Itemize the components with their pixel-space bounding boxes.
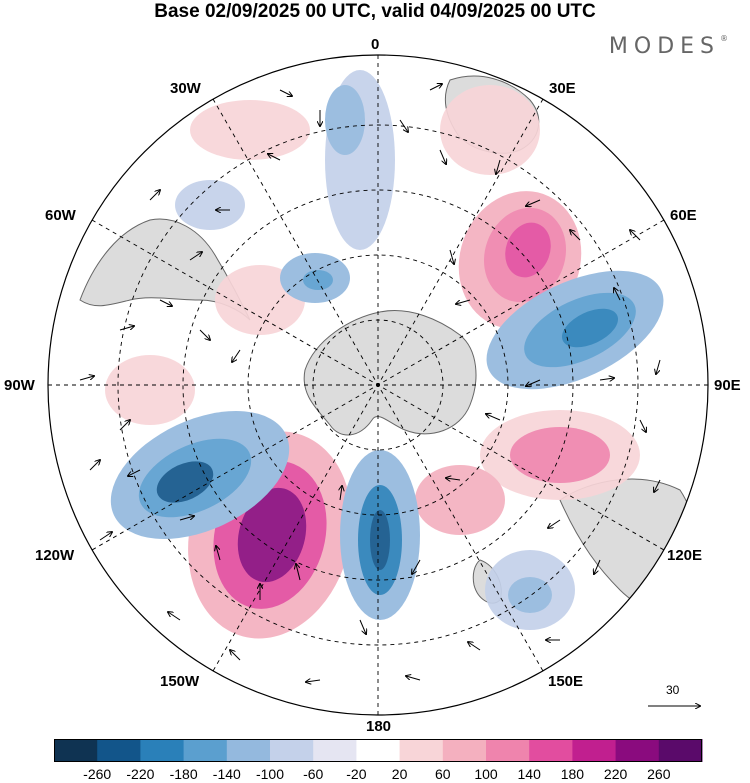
colorbar-tick-label: -20 [346, 766, 367, 782]
modes-logo: MODES® [609, 34, 728, 59]
map-boundary [47, 54, 709, 716]
lon-label-90w: 90W [4, 377, 35, 394]
colorbar-swatch [183, 739, 228, 762]
lon-label-90e: 90E [714, 377, 741, 394]
lon-label-30w: 30W [170, 80, 201, 97]
colorbar-tick-label: 260 [647, 766, 671, 782]
colorbar-tick-label: 140 [517, 766, 541, 782]
colorbar-swatch [658, 739, 703, 762]
colorbar-swatch [486, 739, 530, 762]
lon-label-60e: 60E [670, 207, 697, 224]
colorbar-swatch [399, 739, 444, 762]
lon-label-180: 180 [366, 718, 392, 735]
map-title: Base 02/09/2025 00 UTC, valid 04/09/2025… [154, 1, 596, 22]
colorbar-tick-label: 220 [603, 766, 628, 782]
colorbar-tick-label: -260 [83, 766, 112, 782]
lon-label-120w: 120W [35, 547, 75, 564]
colorbar-swatch [615, 739, 660, 762]
colorbar-swatch [356, 739, 401, 762]
colorbar-tick-label: 60 [435, 766, 451, 782]
colorbar-swatch [529, 739, 573, 762]
lon-label-120e: 120E [667, 547, 703, 564]
colorbar [54, 739, 703, 762]
colorbar-swatch [54, 739, 98, 762]
colorbar-swatch [270, 739, 314, 762]
south-pole-marker [376, 383, 380, 387]
colorbar-tick-label: -180 [169, 766, 198, 782]
colorbar-swatch [313, 739, 357, 762]
colorbar-tick-label: -140 [212, 766, 241, 782]
colorbar-swatch [572, 739, 617, 762]
colorbar-swatch [97, 739, 141, 762]
colorbar-swatch [140, 739, 185, 762]
wind-vectors [79, 84, 661, 682]
brand-name: MODES [608, 34, 720, 59]
antarctica-landmass [303, 310, 477, 436]
colorbar-tick-label: 180 [560, 766, 585, 782]
colorbar-tick-label: -220 [126, 766, 155, 782]
colorbar-tick-label: -100 [255, 766, 285, 782]
lon-label-150w: 150W [160, 673, 200, 690]
colorbar-tick-label: -60 [303, 766, 324, 782]
lon-label-150e: 150E [548, 673, 584, 690]
lon-label-60w: 60W [45, 207, 76, 224]
colorbar-swatch [226, 739, 271, 762]
reference-vector-label: 30 [666, 683, 680, 697]
colorbar-tick-label: 20 [391, 766, 408, 782]
lon-label-0: 0 [371, 36, 380, 53]
colorbar-tick-label: 100 [474, 766, 498, 782]
lon-label-30e: 30E [549, 80, 576, 97]
registered-mark: ® [720, 34, 728, 43]
colorbar-swatch [442, 739, 487, 762]
